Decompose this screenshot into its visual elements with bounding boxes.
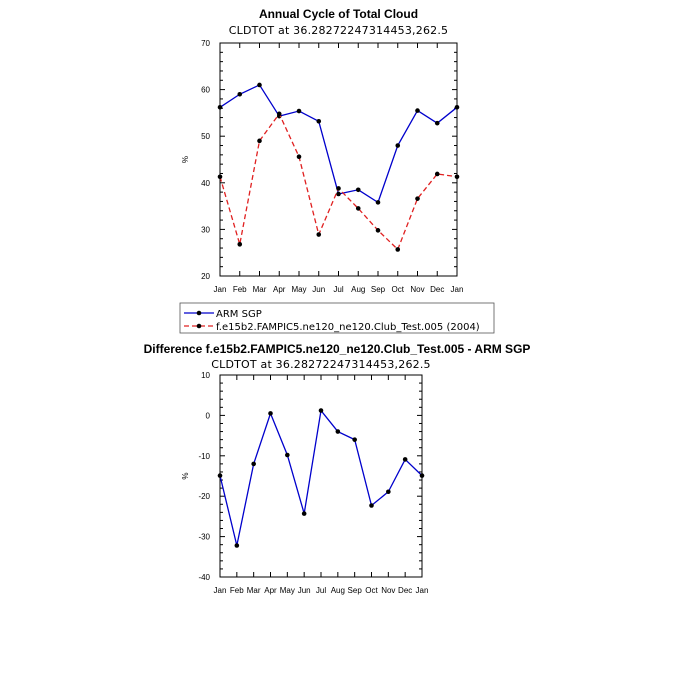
data-point [454, 105, 460, 110]
legend-box [179, 302, 495, 334]
data-point [268, 411, 273, 416]
data-point [237, 91, 243, 97]
data-point [217, 105, 223, 110]
data-point [419, 473, 425, 478]
y-axis-label: % [181, 472, 190, 479]
x-tick-label: Aug [351, 285, 365, 294]
data-point [352, 437, 357, 442]
data-point [257, 82, 262, 88]
y-tick-label: 20 [201, 272, 210, 281]
data-point [355, 187, 361, 193]
x-tick-label: Oct [365, 586, 378, 595]
legend-marker [196, 323, 202, 329]
data-point [251, 461, 256, 467]
data-point [234, 543, 240, 548]
data-point [217, 473, 223, 478]
y-tick-label: 70 [201, 39, 210, 48]
x-tick-label: Sep [371, 285, 386, 294]
legend-label-0: ARM SGP [216, 309, 262, 320]
chart-title: Annual Cycle of Total Cloud [259, 7, 418, 21]
data-point [316, 118, 322, 124]
data-point [434, 120, 440, 126]
y-tick-label: -10 [198, 452, 210, 461]
y-tick-label: -20 [198, 492, 210, 501]
y-axis-label: % [181, 156, 190, 163]
x-tick-label: Mar [247, 586, 261, 595]
series-line-0 [219, 84, 458, 204]
chart-subtitle: CLDTOT at 36.28272247314453,262.5 [211, 358, 430, 371]
y-tick-label: 50 [201, 132, 210, 141]
data-point [237, 242, 243, 247]
data-point [336, 186, 341, 191]
data-point [415, 196, 420, 201]
y-tick-label: 0 [206, 411, 211, 420]
chart-subtitle: CLDTOT at 36.28272247314453,262.5 [229, 24, 448, 37]
chart-title: Difference f.e15b2.FAMPIC5.ne120_ne120.C… [144, 342, 531, 356]
x-tick-label: Feb [230, 586, 244, 595]
data-point [276, 111, 282, 117]
data-point [336, 191, 341, 197]
x-tick-label: Sep [348, 586, 363, 595]
y-tick-label: 60 [201, 86, 210, 95]
data-point [217, 174, 223, 180]
x-tick-label: Nov [381, 586, 395, 595]
annual-cycle-chart: Annual Cycle of Total Cloud CLDTOT at 36.… [181, 7, 463, 294]
x-tick-label: Apr [264, 586, 277, 595]
x-tick-label: May [280, 586, 295, 595]
x-tick-label: Jun [298, 586, 311, 595]
data-point [402, 457, 408, 462]
data-point [316, 232, 322, 237]
x-tick-label: Jan [214, 285, 227, 294]
y-tick-label: 30 [201, 225, 210, 234]
x-tick-label: Jan [416, 586, 429, 595]
legend-marker [196, 310, 202, 316]
x-tick-label: Dec [430, 285, 444, 294]
data-point [301, 511, 307, 516]
data-point [296, 108, 302, 114]
series-line-1 [219, 112, 458, 251]
y-tick-label: 40 [201, 179, 210, 188]
x-tick-label: Mar [253, 285, 267, 294]
data-point [415, 108, 420, 113]
x-tick-label: Apr [273, 285, 286, 294]
data-point [386, 489, 391, 495]
series-line-0 [219, 409, 423, 546]
data-point [375, 200, 381, 205]
x-tick-label: Nov [410, 285, 424, 294]
data-point [257, 138, 262, 144]
y-tick-label: -30 [198, 533, 210, 542]
data-point [395, 247, 401, 252]
data-point [285, 452, 290, 458]
x-tick-label: Feb [233, 285, 247, 294]
x-tick-label: Jan [451, 285, 464, 294]
plot-frame [219, 374, 423, 578]
data-point [375, 228, 381, 233]
x-tick-label: May [291, 285, 306, 294]
data-point [355, 206, 361, 211]
x-tick-label: Aug [331, 586, 345, 595]
legend-label-1: f.e15b2.FAMPIC5.ne120_ne120.Club_Test.00… [216, 322, 480, 333]
data-point [296, 154, 302, 160]
x-tick-label: Jul [316, 586, 326, 595]
data-point [434, 171, 440, 177]
data-point [395, 143, 401, 148]
legend: ARM SGP f.e15b2.FAMPIC5.ne120_ne120.Club_… [179, 302, 495, 334]
data-point [318, 408, 324, 413]
x-tick-label: Jun [312, 285, 325, 294]
data-point [454, 174, 460, 180]
x-tick-label: Jan [214, 586, 227, 595]
data-point [335, 429, 341, 434]
y-tick-label: 10 [201, 371, 210, 380]
y-tick-label: -40 [198, 573, 210, 582]
difference-chart: Difference f.e15b2.FAMPIC5.ne120_ne120.C… [144, 342, 531, 595]
data-point [369, 503, 374, 508]
x-tick-label: Oct [392, 285, 405, 294]
x-tick-label: Jul [333, 285, 343, 294]
x-tick-label: Dec [398, 586, 412, 595]
